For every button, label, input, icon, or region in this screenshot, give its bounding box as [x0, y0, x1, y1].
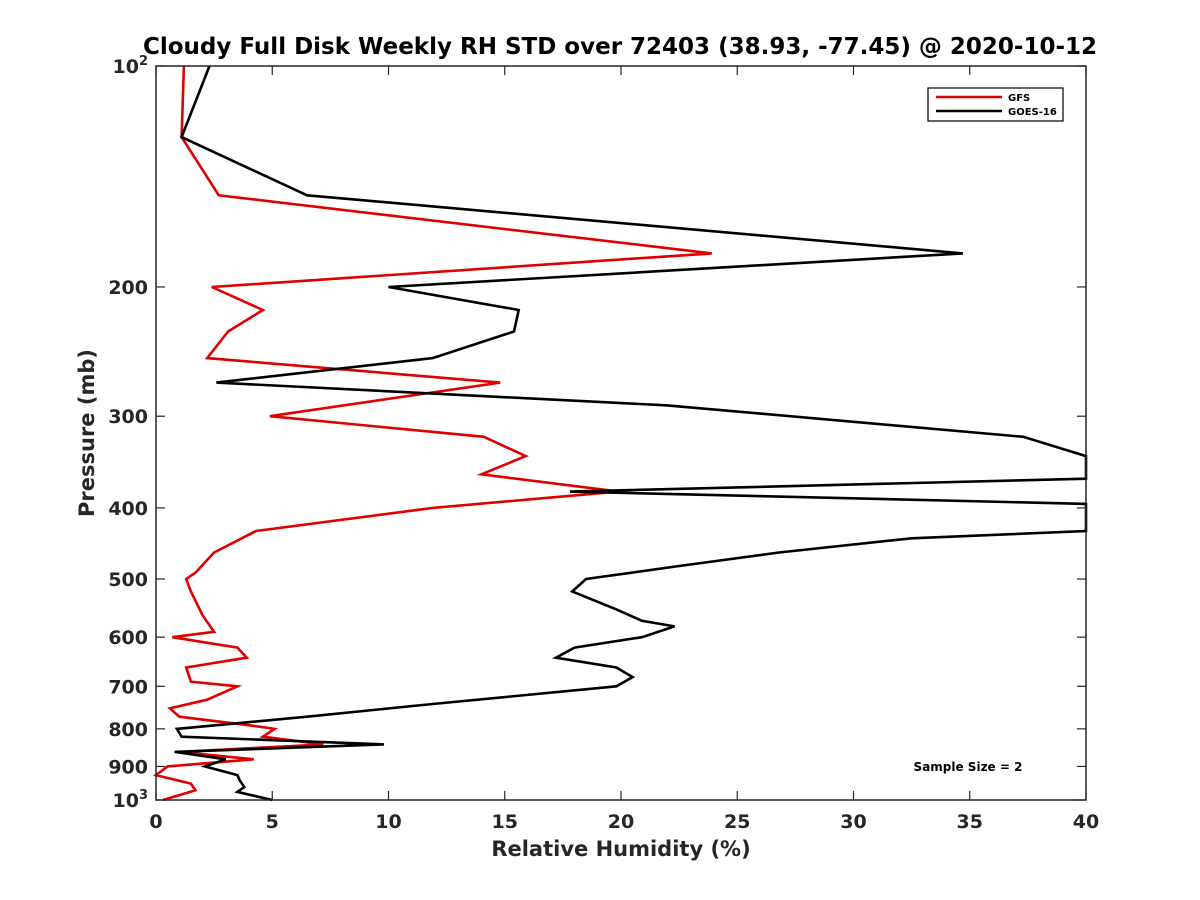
legend[interactable]: GFS GOES-16 [927, 87, 1064, 122]
x-tick-label: 10 [375, 811, 401, 833]
y-tick-label: 900 [108, 756, 148, 778]
sample-size-annotation: Sample Size = 2 [914, 760, 1023, 774]
y-tick-label: 102 [113, 54, 149, 78]
legend-label-goes16: GOES-16 [1008, 107, 1057, 118]
y-tick-label: 200 [108, 277, 148, 299]
x-tick-label: 0 [149, 811, 162, 833]
y-tick-label: 300 [108, 406, 148, 428]
series-line-goes16 [174, 65, 1088, 802]
y-tick-label: 600 [108, 627, 148, 649]
x-tick-label: 15 [492, 811, 518, 833]
x-tick-label: 35 [957, 811, 983, 833]
x-tick-label: 5 [266, 811, 279, 833]
x-axis-ticks: 0 5 10 15 20 25 30 35 40 [149, 66, 1099, 833]
x-tick-label: 20 [608, 811, 634, 833]
x-axis-label: Relative Humidity (%) [491, 837, 750, 861]
series-line-gfs [153, 65, 712, 802]
x-tick-label: 40 [1073, 811, 1099, 833]
y-tick-label: 500 [108, 569, 148, 591]
y-tick-label: 800 [108, 719, 148, 741]
y-tick-label: 700 [108, 676, 148, 698]
plot-frame [155, 65, 1087, 801]
x-tick-label: 25 [724, 811, 750, 833]
plot-series [153, 65, 1088, 802]
legend-label-gfs: GFS [1008, 93, 1030, 104]
x-tick-label: 30 [840, 811, 866, 833]
y-axis-label: Pressure (mb) [75, 349, 99, 517]
y-tick-label: 103 [113, 788, 149, 812]
y-tick-label: 400 [108, 498, 148, 520]
y-axis-ticks: 102 200 300 400 500 600 700 800 900 103 [108, 54, 1086, 812]
chart-title: Cloudy Full Disk Weekly RH STD over 7240… [143, 34, 1097, 60]
legend-box [927, 87, 1064, 122]
